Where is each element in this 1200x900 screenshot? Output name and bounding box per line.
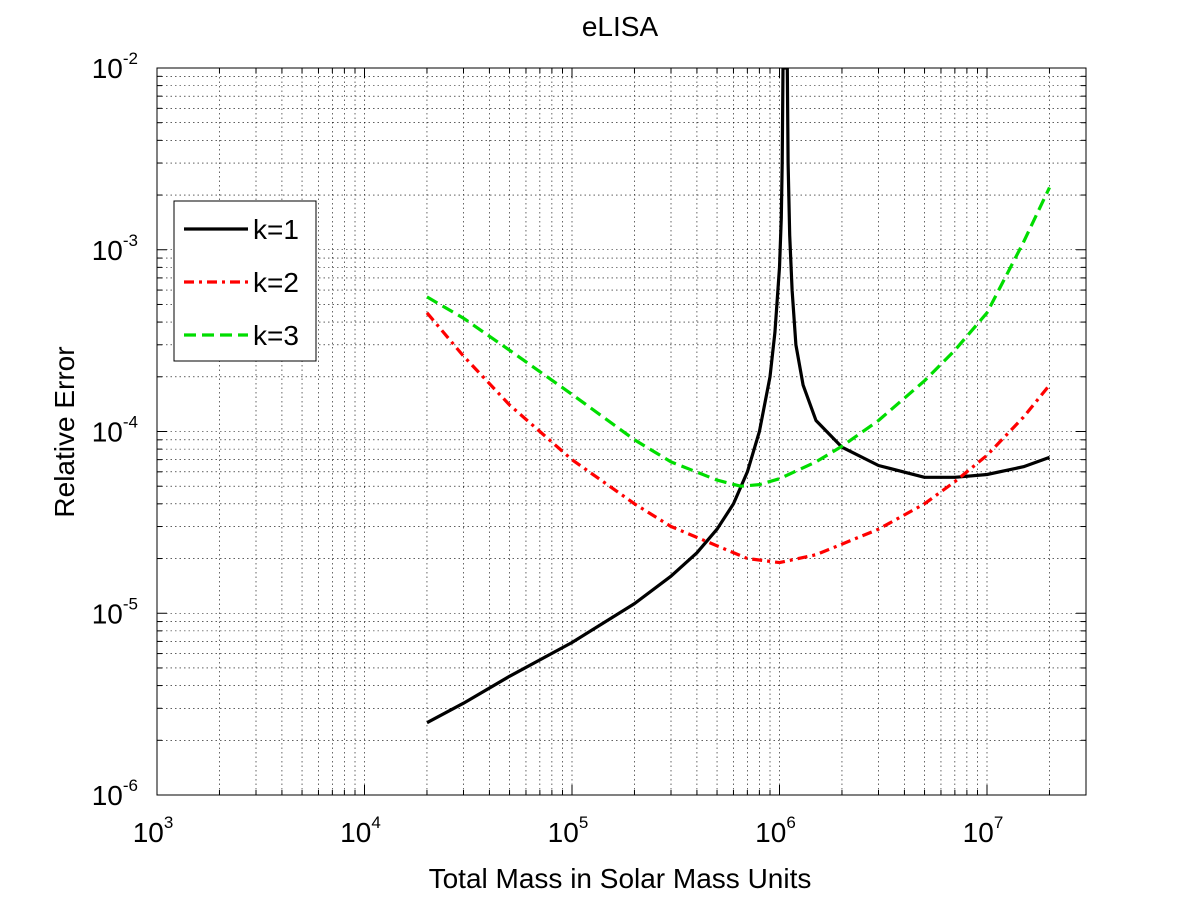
y-tick-label: 10-3 — [92, 231, 138, 266]
y-tick-label: 10-6 — [92, 776, 138, 811]
legend: k=1 k=2 k=3 — [173, 200, 317, 362]
series-layer — [425, 68, 1051, 725]
x-tick-label: 105 — [548, 813, 589, 848]
y-axis-title: Relative Error — [49, 346, 80, 517]
x-tick-label: 103 — [133, 813, 174, 848]
y-tick-labels: 10-6 10-5 10-4 10-3 10-2 — [92, 49, 138, 811]
x-tick-label: 104 — [340, 813, 381, 848]
x-tick-labels: 103 104 105 106 107 — [133, 813, 1004, 848]
legend-label-k3: k=3 — [253, 320, 299, 351]
y-tick-label: 10-5 — [92, 594, 138, 629]
series-line-k3 — [426, 186, 1051, 488]
y-tick-label: 10-2 — [92, 49, 138, 84]
x-tick-label: 107 — [963, 813, 1004, 848]
y-tick-label: 10-4 — [92, 413, 138, 448]
x-tick-label: 106 — [755, 813, 796, 848]
chart-title: eLISA — [582, 11, 659, 42]
legend-label-k2: k=2 — [253, 267, 299, 298]
x-axis-title: Total Mass in Solar Mass Units — [429, 863, 812, 894]
ticks — [156, 67, 1087, 796]
legend-label-k1: k=1 — [253, 214, 299, 245]
series-line-k1 — [426, 68, 1051, 725]
series-line-k2 — [425, 311, 1051, 565]
